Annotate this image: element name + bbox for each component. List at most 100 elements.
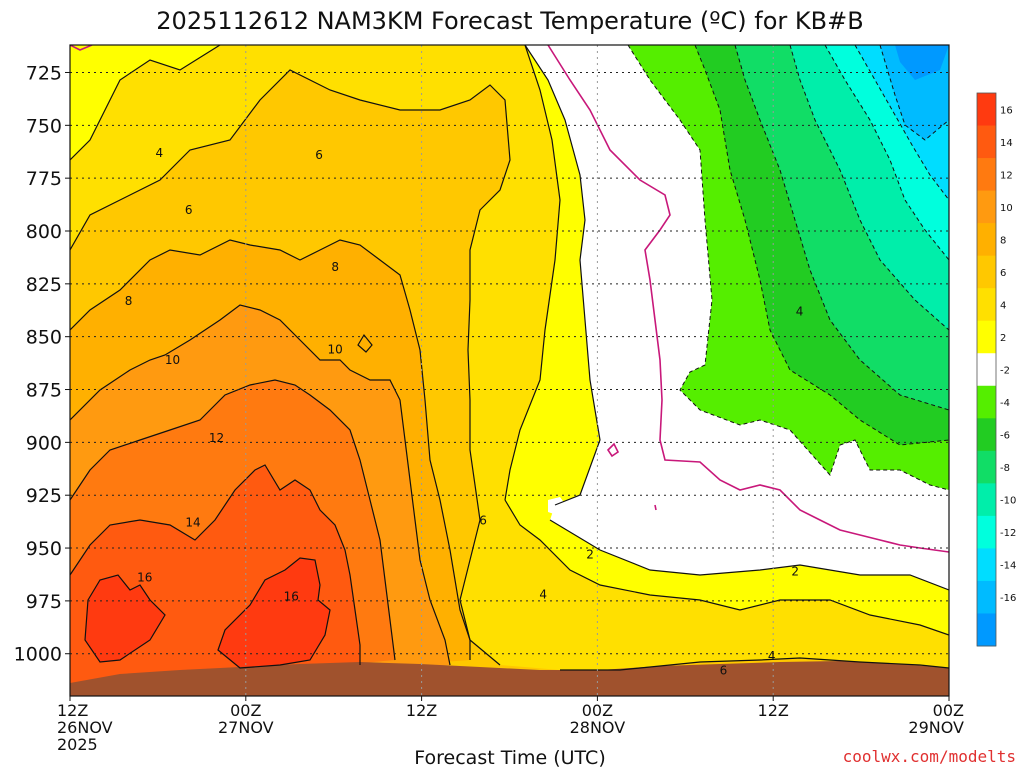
contour-line-4 (70, 45, 221, 161)
contour-label: 6 (479, 514, 487, 528)
colorbar-label: -16 (1000, 593, 1016, 604)
y-tick-label: 750 (26, 115, 62, 137)
contour-line-16b (217, 557, 331, 669)
contour-line-minus2 (627, 45, 949, 491)
contour-label: 6 (185, 203, 193, 217)
temperature-fill-layer (70, 45, 949, 696)
x-axis-title: Forecast Time (UTC) (414, 747, 605, 768)
colorbar-swatch (977, 385, 996, 419)
credit-text: coolwx.com/modelts (843, 747, 1016, 766)
contour-line-2-low (549, 519, 949, 591)
x-tick-label: 29NOV (908, 718, 964, 737)
y-tick-label: 925 (26, 485, 62, 507)
colorbar-label: 16 (1000, 105, 1013, 116)
y-tick-label: 975 (26, 591, 62, 613)
contour-line-minus6 (734, 45, 949, 411)
x-tick-label: 12Z (406, 701, 437, 720)
gridlines (70, 45, 949, 696)
contour-label: 8 (331, 260, 339, 274)
y-tick-label: 725 (26, 62, 62, 84)
contour-label: 2 (791, 564, 799, 578)
region-minus16 (895, 45, 949, 80)
x-tick-label: 12Z (758, 701, 789, 720)
contour-line-4-low (504, 499, 949, 636)
contour-label: 4 (156, 146, 164, 160)
contour-label: 4 (539, 588, 547, 602)
colorbar-swatch (977, 580, 996, 614)
contour-label: 2 (586, 547, 594, 561)
x-tick-label: 26NOV (57, 718, 113, 737)
y-tick-label: 800 (26, 221, 62, 243)
contour-line-2-upper (524, 45, 601, 506)
colorbar-swatch (977, 483, 996, 517)
contour-line-minus12 (854, 45, 949, 201)
zero-line-main (547, 45, 949, 553)
y-axis: 725 750 775 800 825 850 875 900 925 950 975 1000 (14, 62, 70, 666)
colorbar-swatch (977, 515, 996, 549)
colorbar-swatch (977, 613, 996, 647)
colorbar-label: -12 (1000, 528, 1016, 539)
contour-line-14 (70, 464, 361, 665)
terrain (70, 661, 949, 696)
contour-line-16a (84, 574, 166, 663)
x-tick-label: 28NOV (570, 718, 626, 737)
x-tick-label: 2025 (57, 735, 98, 754)
y-tick-label: 1000 (14, 644, 62, 666)
colorbar-swatch (977, 548, 996, 582)
colorbar-swatch (977, 190, 996, 224)
y-tick-label: 850 (26, 327, 62, 349)
colorbar-swatch (977, 288, 996, 322)
contour-label: 16 (137, 571, 152, 585)
colorbar-swatch (977, 353, 996, 387)
colorbar-frame (976, 92, 997, 647)
contour-line-minus10 (824, 45, 949, 261)
contour-label: 14 (185, 516, 200, 530)
chart-title: 2025112612 NAM3KM Forecast Temperature (… (156, 7, 863, 35)
contour-labels: 4 6 8 10 12 14 16 6 8 10 16 6 2 4 2 4 6 4 (125, 146, 804, 678)
plot-frame (69, 44, 950, 697)
contour-line-10 (70, 304, 451, 666)
colorbar-label: 8 (1000, 235, 1006, 246)
y-tick-label: 950 (26, 538, 62, 560)
contour-line-10-blob (357, 333, 373, 353)
colorbar-label: 2 (1000, 333, 1006, 344)
x-tick-label: 00Z (933, 701, 964, 720)
y-tick-label: 900 (26, 432, 62, 454)
contour-label: 6 (315, 148, 323, 162)
contour-label: 10 (328, 342, 343, 356)
colorbar-swatch (977, 418, 996, 452)
contour-label: 4 (768, 649, 776, 663)
contour-line-6-low (560, 657, 949, 671)
colorbar-swatch (977, 255, 996, 289)
region-plus16-a (85, 575, 165, 662)
contour-label: 12 (209, 431, 224, 445)
contour-line-minus8 (789, 45, 949, 331)
contour-lines (70, 45, 949, 671)
contour-line-12 (70, 379, 396, 661)
colorbar-swatch (977, 93, 996, 127)
contour-label: 10 (165, 353, 180, 367)
y-tick-label: 825 (26, 274, 62, 296)
zero-degree-line (70, 45, 949, 553)
contour-label: 4 (796, 304, 804, 318)
y-tick-label: 875 (26, 380, 62, 402)
colorbar-swatch (977, 320, 996, 354)
colorbar-label: -4 (1000, 398, 1010, 409)
colorbar-label: 6 (1000, 268, 1006, 279)
contour-label: 8 (125, 294, 133, 308)
colorbar-swatch (977, 450, 996, 484)
zero-line-tick (654, 504, 657, 511)
x-tick-label: 00Z (230, 701, 261, 720)
contour-line-minus4 (694, 45, 949, 446)
y-tick-label: 775 (26, 168, 62, 190)
zero-line-top-left (70, 45, 93, 51)
zero-line-blob (606, 442, 620, 458)
colorbar-label: -2 (1000, 366, 1010, 377)
colorbar-label: -10 (1000, 496, 1016, 507)
contour-line-6 (70, 69, 511, 666)
colorbar-swatch (977, 223, 996, 257)
contour-line-8 (70, 239, 471, 660)
colorbar-label: -6 (1000, 431, 1010, 442)
colorbar-swatch (977, 125, 996, 159)
